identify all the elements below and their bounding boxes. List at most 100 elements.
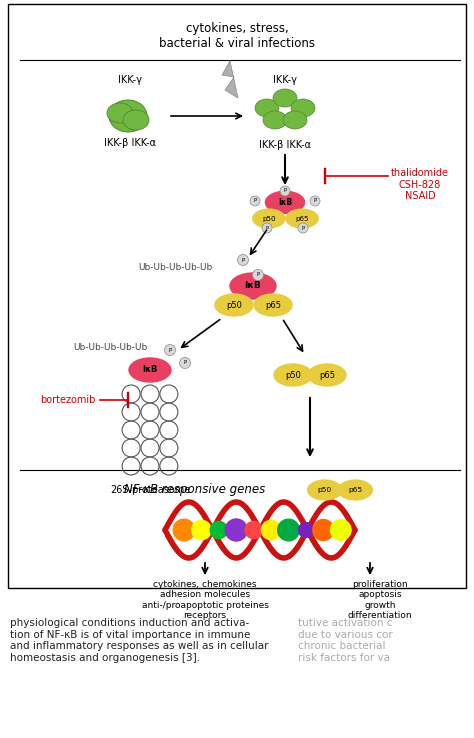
Polygon shape xyxy=(191,503,192,504)
Polygon shape xyxy=(184,557,185,559)
Text: tutive activation c
due to various cor
chronic bacterial
risk factors for va: tutive activation c due to various cor c… xyxy=(298,618,393,663)
Polygon shape xyxy=(257,525,258,532)
Polygon shape xyxy=(182,556,183,558)
Polygon shape xyxy=(314,542,315,548)
Polygon shape xyxy=(295,510,296,515)
Polygon shape xyxy=(342,509,343,514)
Text: proliferation
apoptosis
growth
differentiation: proliferation apoptosis growth different… xyxy=(348,580,412,620)
Text: p50: p50 xyxy=(285,370,301,379)
Circle shape xyxy=(298,223,308,233)
Polygon shape xyxy=(205,517,206,524)
Polygon shape xyxy=(354,528,355,535)
Polygon shape xyxy=(177,551,178,555)
Polygon shape xyxy=(345,513,346,518)
Ellipse shape xyxy=(286,209,318,228)
Circle shape xyxy=(245,521,262,539)
Polygon shape xyxy=(343,510,344,515)
Polygon shape xyxy=(297,513,298,518)
Polygon shape xyxy=(335,503,336,505)
Polygon shape xyxy=(218,539,219,546)
Polygon shape xyxy=(253,517,254,524)
Polygon shape xyxy=(326,556,327,559)
Text: P: P xyxy=(265,226,269,230)
Polygon shape xyxy=(347,517,348,523)
Polygon shape xyxy=(319,550,320,554)
Polygon shape xyxy=(181,554,182,558)
Text: p65: p65 xyxy=(348,487,362,493)
Polygon shape xyxy=(170,539,171,546)
Polygon shape xyxy=(272,550,273,555)
Polygon shape xyxy=(224,549,225,554)
Polygon shape xyxy=(219,542,220,548)
Polygon shape xyxy=(266,542,267,548)
Polygon shape xyxy=(249,511,250,517)
Polygon shape xyxy=(341,508,342,512)
Polygon shape xyxy=(222,61,238,98)
Polygon shape xyxy=(173,545,174,551)
Polygon shape xyxy=(210,526,211,533)
Polygon shape xyxy=(227,553,228,556)
Polygon shape xyxy=(186,558,187,559)
Text: P: P xyxy=(183,360,187,365)
Polygon shape xyxy=(352,525,353,531)
Polygon shape xyxy=(333,502,334,503)
Polygon shape xyxy=(293,508,294,512)
Polygon shape xyxy=(288,503,289,506)
Circle shape xyxy=(237,255,248,266)
Polygon shape xyxy=(294,508,295,514)
Polygon shape xyxy=(351,523,352,530)
Polygon shape xyxy=(200,510,201,514)
Polygon shape xyxy=(262,534,263,541)
Text: IKK-β IKK-α: IKK-β IKK-α xyxy=(259,140,311,150)
Polygon shape xyxy=(197,506,198,510)
Polygon shape xyxy=(180,554,181,557)
Polygon shape xyxy=(190,502,191,503)
Polygon shape xyxy=(231,556,232,559)
Polygon shape xyxy=(311,537,312,543)
Polygon shape xyxy=(174,547,175,552)
Ellipse shape xyxy=(215,294,253,316)
Polygon shape xyxy=(256,523,257,530)
Ellipse shape xyxy=(129,358,171,382)
Polygon shape xyxy=(171,541,172,548)
Polygon shape xyxy=(322,553,323,556)
Polygon shape xyxy=(276,555,277,558)
Polygon shape xyxy=(304,525,305,531)
Polygon shape xyxy=(277,556,278,558)
Polygon shape xyxy=(254,520,255,525)
Polygon shape xyxy=(198,508,199,511)
Circle shape xyxy=(330,520,351,540)
Ellipse shape xyxy=(291,99,315,117)
Polygon shape xyxy=(167,534,168,541)
Ellipse shape xyxy=(283,111,307,129)
Polygon shape xyxy=(212,529,213,537)
Polygon shape xyxy=(292,507,293,511)
Text: IκB: IκB xyxy=(142,365,158,374)
Polygon shape xyxy=(310,535,311,542)
Text: P: P xyxy=(254,199,256,204)
Polygon shape xyxy=(244,506,245,509)
Text: P: P xyxy=(313,199,317,204)
Polygon shape xyxy=(275,554,276,557)
Text: P: P xyxy=(168,348,172,353)
Polygon shape xyxy=(247,509,248,514)
Circle shape xyxy=(278,520,299,541)
Polygon shape xyxy=(255,522,256,528)
Ellipse shape xyxy=(255,99,279,117)
Polygon shape xyxy=(337,504,338,507)
Text: bortezomib: bortezomib xyxy=(40,395,96,405)
Polygon shape xyxy=(268,545,269,551)
Ellipse shape xyxy=(308,480,342,500)
Polygon shape xyxy=(301,520,302,526)
Polygon shape xyxy=(338,505,339,508)
Polygon shape xyxy=(215,534,216,542)
Polygon shape xyxy=(228,554,229,557)
Polygon shape xyxy=(300,517,301,523)
Polygon shape xyxy=(176,549,177,554)
Text: cytokines, stress,
bacterial & viral infections: cytokines, stress, bacterial & viral inf… xyxy=(159,22,315,50)
Polygon shape xyxy=(267,543,268,549)
Polygon shape xyxy=(317,546,318,552)
Polygon shape xyxy=(274,553,275,556)
Polygon shape xyxy=(207,520,208,526)
Text: Ub-Ub-Ub-Ub-Ub: Ub-Ub-Ub-Ub-Ub xyxy=(138,263,212,272)
